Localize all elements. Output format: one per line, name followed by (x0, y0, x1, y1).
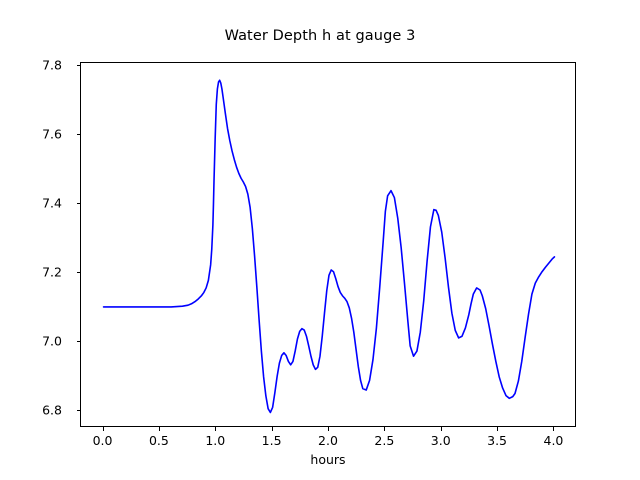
x-tick-label: 1.5 (261, 433, 282, 448)
y-tick-label: 7.4 (42, 195, 62, 211)
y-tick-mark (76, 65, 80, 67)
line-series-svg (102, 79, 556, 414)
x-tick-mark (158, 427, 160, 431)
x-tick-label: 0.5 (148, 433, 169, 448)
y-tick-label: 7.0 (42, 333, 62, 349)
x-tick-mark (271, 427, 273, 431)
y-axis-tick-labels: 6.8 7.0 7.2 7.4 7.6 7.8 (0, 0, 72, 480)
y-tick-label: 6.8 (42, 402, 62, 418)
x-tick-mark (102, 427, 104, 431)
y-tick-mark (76, 272, 80, 274)
y-tick-mark (76, 134, 80, 136)
x-tick-label: 2.0 (318, 433, 338, 448)
plot-area (80, 62, 576, 427)
x-tick-label: 3.0 (430, 433, 451, 448)
data-line-h-gauge-3 (102, 79, 556, 414)
x-tick-mark (384, 427, 386, 431)
x-tick-label: 0.0 (92, 433, 113, 448)
y-tick-mark (76, 410, 80, 412)
x-tick-label: 3.5 (487, 433, 508, 448)
y-tick-label: 7.8 (42, 57, 62, 73)
x-tick-mark (215, 427, 217, 431)
x-axis-label: hours (310, 452, 346, 467)
x-tick-label: 2.5 (374, 433, 395, 448)
x-tick-label: 1.0 (205, 433, 226, 448)
x-tick-mark (328, 427, 329, 431)
chart-title: Water Depth h at gauge 3 (224, 28, 416, 44)
y-tick-mark (76, 203, 80, 205)
x-tick-mark (553, 427, 555, 431)
y-tick-label: 7.6 (42, 126, 62, 142)
y-tick-label: 7.2 (42, 264, 62, 280)
y-tick-mark (76, 341, 80, 343)
x-tick-mark (440, 427, 442, 431)
x-tick-mark (497, 427, 499, 431)
x-tick-label: 4.0 (543, 433, 564, 448)
